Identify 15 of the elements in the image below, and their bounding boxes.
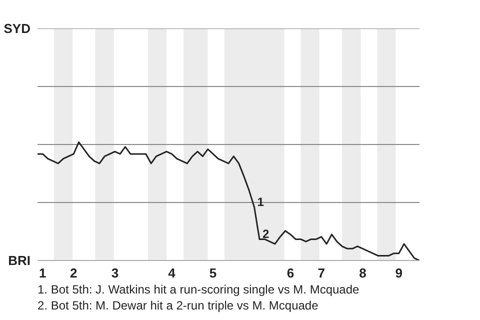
x-tick-label: 7: [318, 266, 326, 280]
text: 1. Bot 5th: J. Watkins hit a run-scoring single vs M. Mcquade: [38, 282, 360, 296]
x-tick-label: 1: [39, 266, 46, 280]
text: 2. Bot 5th: M. Dewar hit a 2-run triple vs M. Mcquade: [38, 298, 319, 312]
x-tick-label: 6: [286, 266, 294, 280]
text: SYD: [4, 21, 31, 36]
annotation: 1: [257, 195, 264, 210]
x-tick-label: 4: [168, 266, 176, 280]
text: BRI: [8, 253, 30, 268]
x-tick-label: 2: [70, 266, 78, 280]
x-tick-label: 8: [359, 266, 366, 280]
x-tick-label: 5: [209, 266, 217, 280]
annotation: 2: [262, 227, 270, 242]
x-tick-label: 3: [111, 266, 119, 280]
x-tick-label: 9: [395, 266, 402, 280]
